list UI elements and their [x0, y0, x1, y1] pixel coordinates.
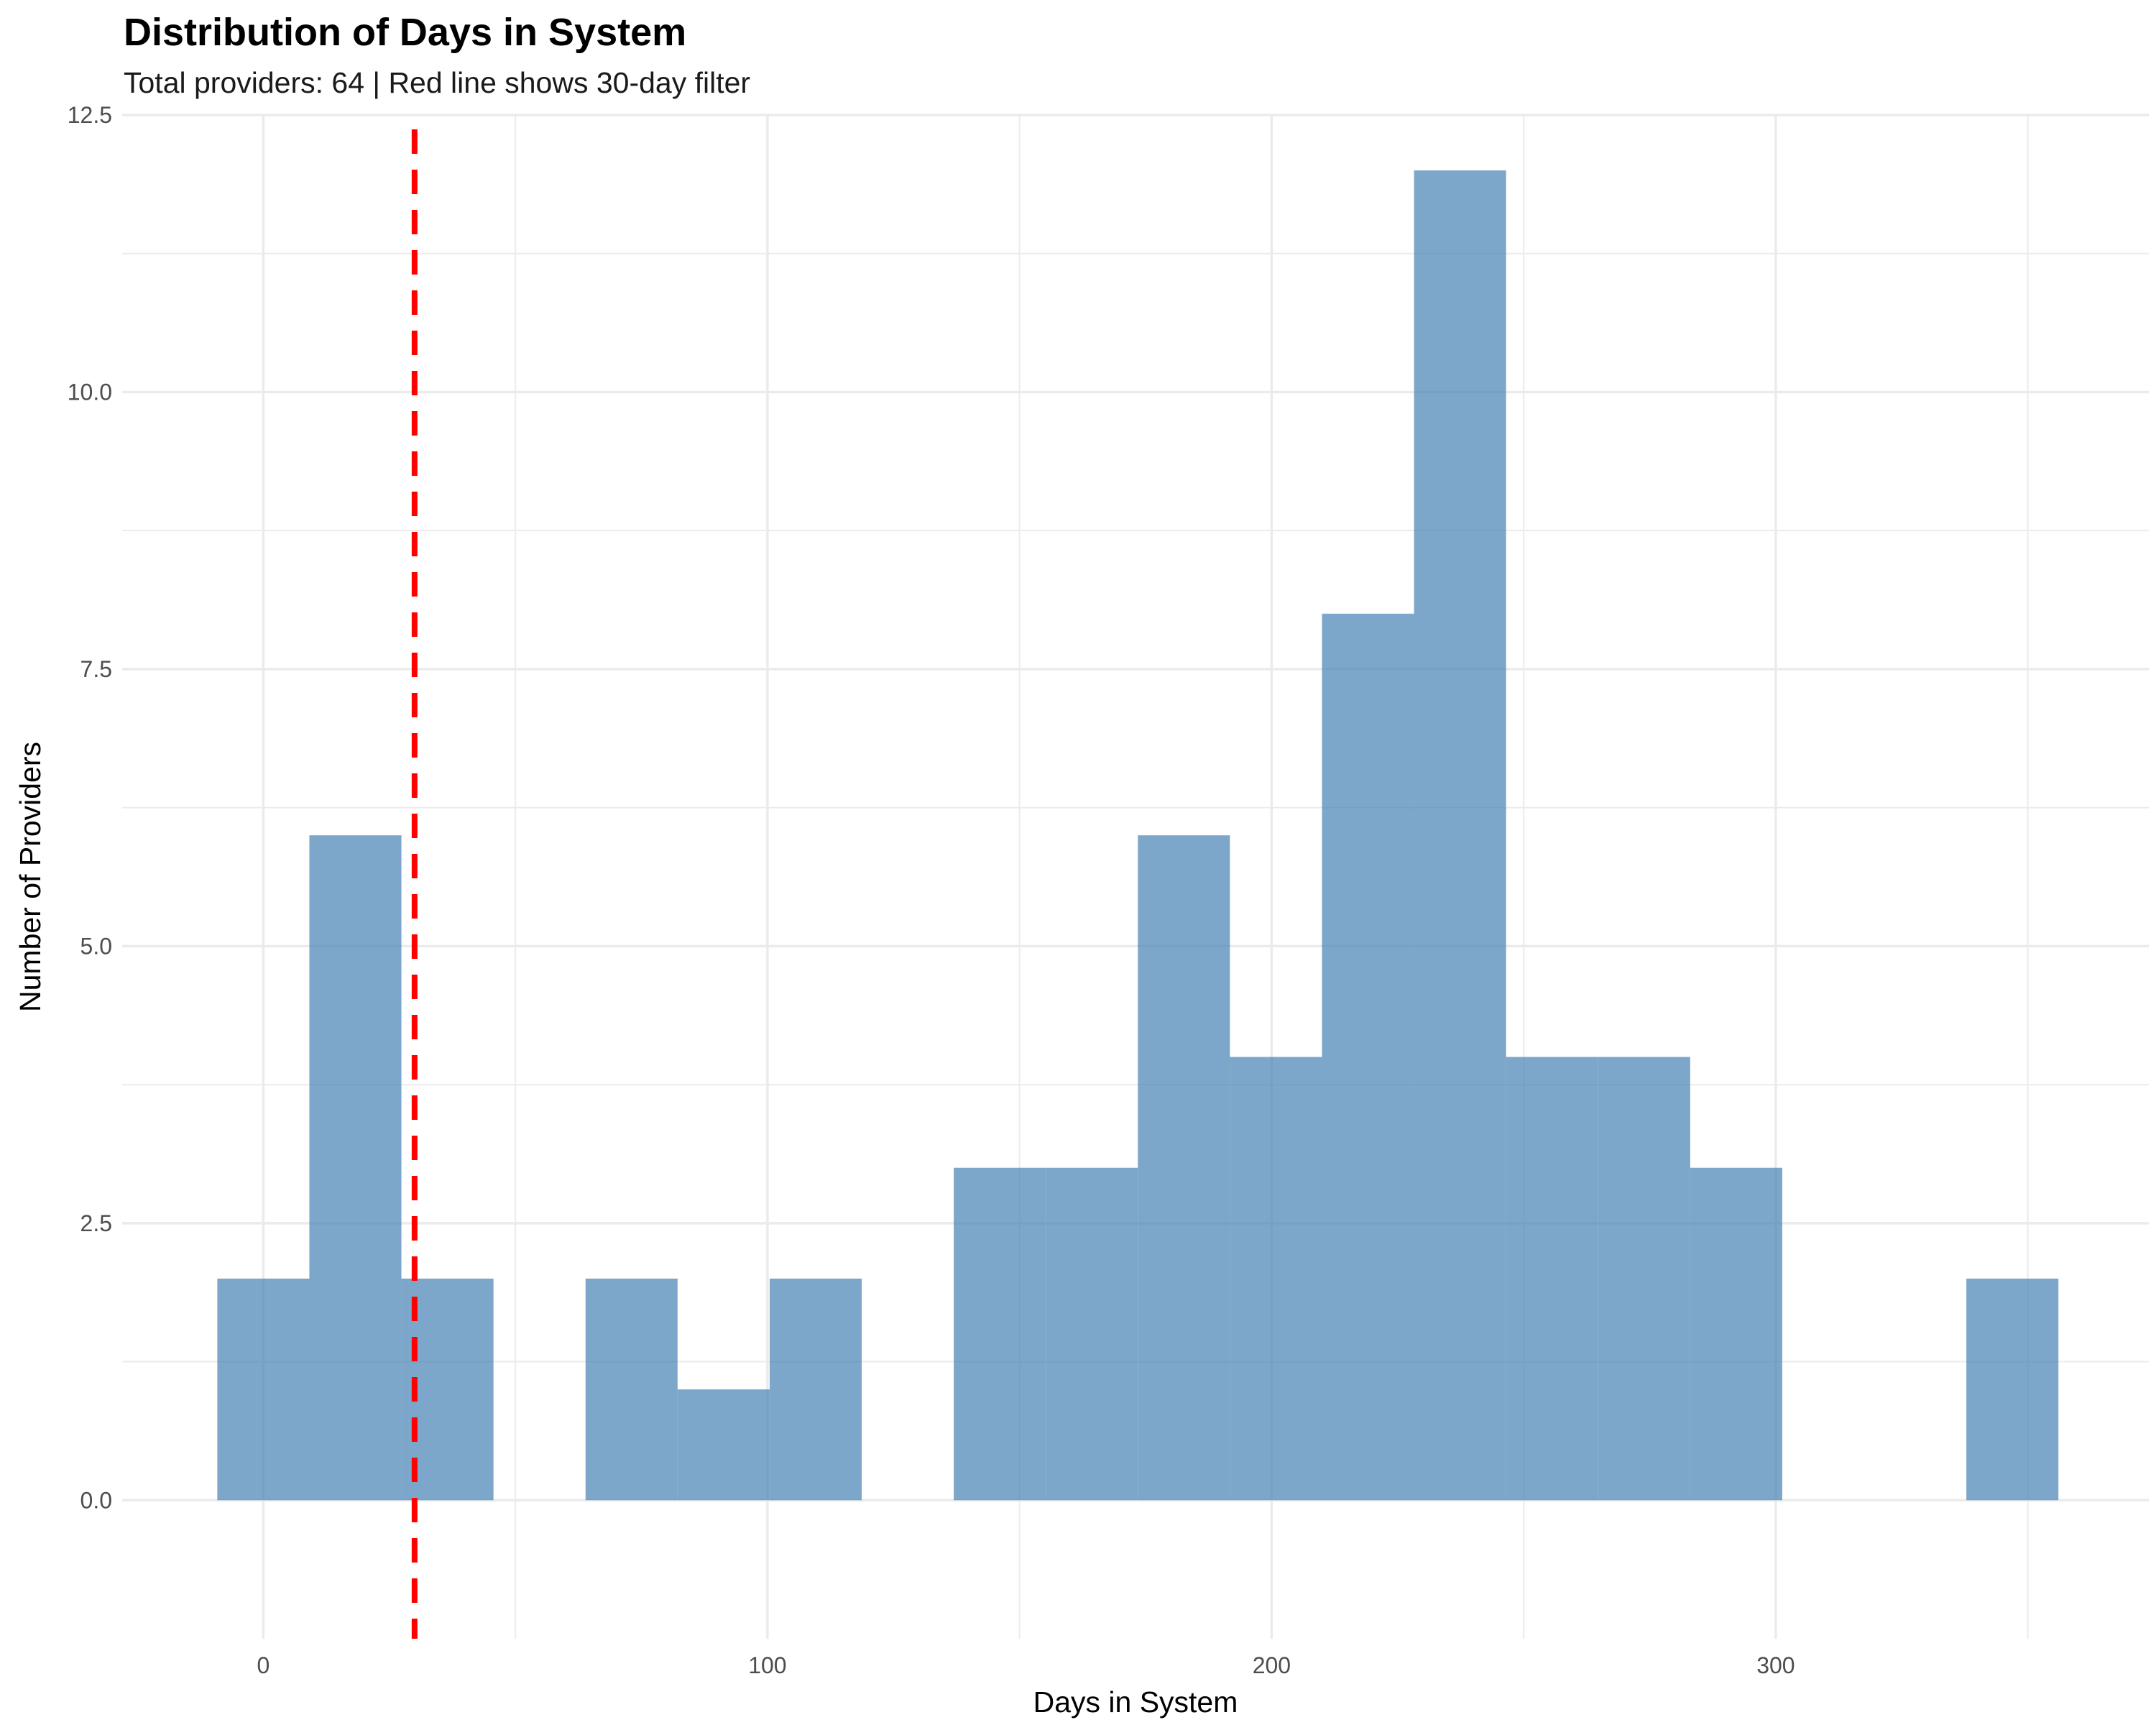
histogram-bar [1230, 1057, 1322, 1501]
x-tick-label: 200 [1253, 1652, 1291, 1678]
y-tick-label: 12.5 [68, 102, 112, 128]
histogram-bar [217, 1278, 310, 1501]
x-tick-label: 300 [1756, 1652, 1795, 1678]
histogram-bar [769, 1278, 862, 1501]
histogram-bar [309, 835, 402, 1501]
histogram-bar [1966, 1278, 2059, 1501]
tick-labels-layer: 0 100 200 300 0.0 2.5 5.0 7.5 10.0 12.5 [68, 102, 1795, 1678]
y-tick-label: 7.5 [80, 656, 112, 682]
histogram-bar [1690, 1167, 1782, 1501]
histogram-bar [1138, 835, 1230, 1501]
chart-subtitle: Total providers: 64 | Red line shows 30-… [124, 66, 751, 99]
y-tick-label: 5.0 [80, 933, 112, 959]
bars-layer [217, 170, 2059, 1501]
y-tick-label: 10.0 [68, 379, 112, 405]
histogram-bar [1322, 613, 1414, 1501]
chart-title: Distribution of Days in System [124, 11, 687, 54]
histogram-bar [585, 1278, 678, 1501]
histogram-bar [1598, 1057, 1690, 1501]
histogram-bar [1046, 1167, 1138, 1501]
x-tick-label: 0 [257, 1652, 270, 1678]
y-tick-label: 2.5 [80, 1210, 112, 1236]
histogram-bar [954, 1167, 1046, 1501]
histogram-bar [1506, 1057, 1598, 1501]
x-axis-title: Days in System [1033, 1685, 1238, 1719]
histogram-bar [1414, 170, 1506, 1501]
histogram-bar [677, 1389, 770, 1501]
x-tick-label: 100 [748, 1652, 786, 1678]
y-tick-label: 0.0 [80, 1487, 112, 1513]
y-axis-title: Number of Providers [14, 742, 47, 1012]
